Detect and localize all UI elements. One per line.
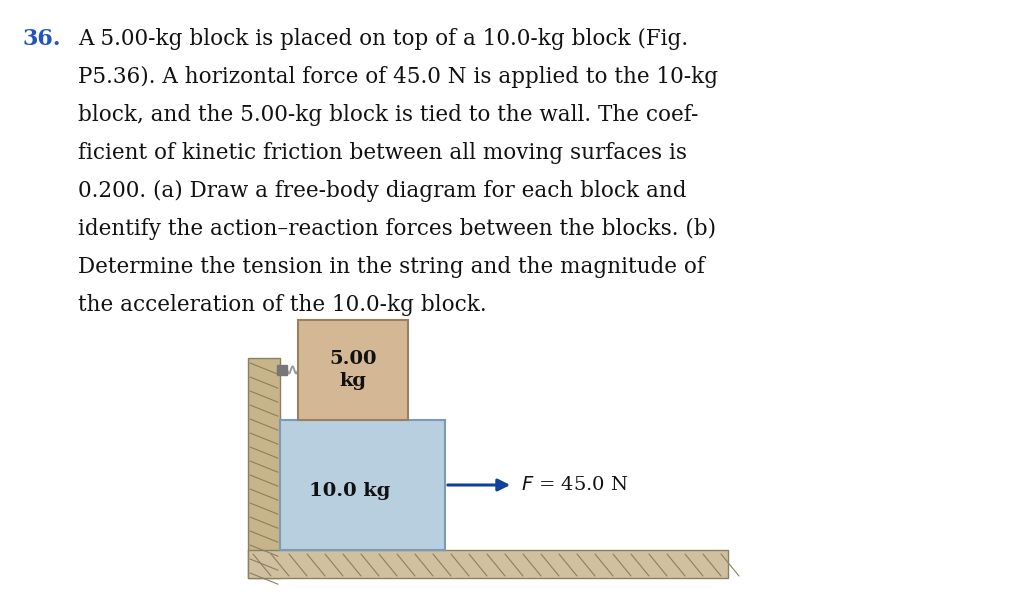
Text: P5.36). A horizontal force of 45.0 N is applied to the 10-kg: P5.36). A horizontal force of 45.0 N is … <box>79 66 718 88</box>
Text: $F$ = 45.0 N: $F$ = 45.0 N <box>521 476 629 494</box>
Text: ficient of kinetic friction between all moving surfaces is: ficient of kinetic friction between all … <box>79 142 687 164</box>
Text: 0.200. (a) Draw a free-body diagram for each block and: 0.200. (a) Draw a free-body diagram for … <box>79 180 687 202</box>
Bar <box>248 358 280 578</box>
Text: the acceleration of the 10.0-kg block.: the acceleration of the 10.0-kg block. <box>79 294 487 316</box>
Text: identify the action–reaction forces between the blocks. (b): identify the action–reaction forces betw… <box>79 218 716 240</box>
Bar <box>280 420 445 550</box>
Text: A 5.00-kg block is placed on top of a 10.0-kg block (Fig.: A 5.00-kg block is placed on top of a 10… <box>79 28 688 50</box>
Bar <box>298 320 408 420</box>
Bar <box>248 550 728 578</box>
Text: 5.00
kg: 5.00 kg <box>330 350 377 390</box>
Text: 10.0 kg: 10.0 kg <box>309 482 390 501</box>
Text: Determine the tension in the string and the magnitude of: Determine the tension in the string and … <box>79 256 705 278</box>
Text: block, and the 5.00-kg block is tied to the wall. The coef-: block, and the 5.00-kg block is tied to … <box>79 104 698 126</box>
Text: 36.: 36. <box>22 28 61 50</box>
